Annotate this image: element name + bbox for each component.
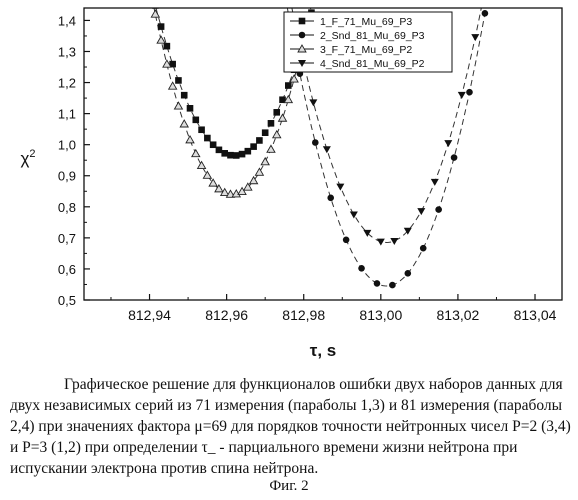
y-tick-label: 0,6: [58, 262, 76, 277]
y-tick-label: 1,2: [58, 76, 76, 91]
data-point: [198, 126, 205, 133]
data-point: [377, 239, 385, 246]
data-point: [323, 146, 331, 153]
data-point: [435, 206, 442, 213]
data-point: [181, 92, 188, 99]
data-point: [267, 145, 275, 152]
data-point: [250, 143, 257, 150]
data-point: [192, 117, 199, 124]
data-point: [451, 154, 458, 161]
y-tick-label: 1,0: [58, 138, 76, 153]
data-point: [273, 131, 281, 138]
data-point: [309, 99, 317, 106]
y-axis-label: χ2: [20, 148, 35, 168]
data-point: [390, 238, 398, 245]
legend-label: 3_F_71_Mu_69_P2: [320, 44, 412, 56]
data-point: [239, 151, 246, 158]
data-point: [268, 120, 275, 127]
data-point: [198, 162, 206, 169]
x-tick-label: 813,02: [437, 307, 480, 323]
data-point: [164, 43, 171, 50]
data-point: [227, 152, 234, 159]
data-point: [374, 280, 381, 287]
legend-label: 4_Snd_81_Mu_69_P2: [320, 58, 425, 70]
legend-label: 1_F_71_Mu_69_P3: [320, 16, 412, 28]
data-point: [458, 92, 466, 99]
data-point: [358, 265, 365, 272]
data-point: [444, 140, 452, 147]
figure-caption: Графическое решение для функционалов оши…: [10, 374, 572, 479]
legend-marker: [299, 32, 306, 39]
data-point: [466, 89, 473, 96]
data-point: [273, 109, 280, 116]
data-point: [250, 177, 258, 184]
x-tick-label: 812,94: [128, 307, 171, 323]
data-point: [285, 82, 292, 89]
data-point: [417, 208, 425, 215]
data-point: [312, 139, 319, 146]
data-point: [307, 1, 315, 8]
data-point: [350, 211, 358, 218]
data-point: [431, 179, 439, 186]
x-tick-label: 812,96: [205, 307, 248, 323]
y-tick-label: 1,4: [58, 13, 76, 28]
data-point: [256, 137, 263, 144]
data-point: [482, 10, 489, 17]
figure-label: Фиг. 2: [0, 478, 578, 495]
y-tick-label: 0,9: [58, 169, 76, 184]
data-point: [255, 168, 263, 175]
y-tick-label: 1,3: [58, 44, 76, 59]
data-point: [389, 282, 396, 289]
x-axis-label: τ, s: [310, 341, 337, 360]
data-point: [420, 245, 427, 252]
y-tick-label: 0,8: [58, 200, 76, 215]
data-point: [327, 195, 334, 202]
data-point: [221, 150, 228, 157]
data-point: [405, 270, 412, 277]
data-point: [343, 236, 350, 243]
data-point: [204, 135, 211, 142]
chi-squared-chart: 0,5 0,6 0,7 0,8 0,9 1,0 1,1 1,2 1,3 1,4 812,94 812…: [0, 0, 578, 380]
chart-legend: 1_F_71_Mu_69_P3 2_Snd_81_Mu_69_P3 3_F_71_M…: [284, 12, 452, 72]
x-tick-label: 813,04: [514, 307, 557, 323]
data-point: [174, 102, 182, 109]
data-point: [471, 34, 479, 41]
x-tick-label: 812,98: [282, 307, 325, 323]
data-point: [261, 158, 269, 165]
data-point: [210, 141, 217, 148]
data-point: [151, 10, 159, 17]
y-tick-label: 1,1: [58, 107, 76, 122]
data-point: [187, 105, 194, 112]
data-point: [175, 77, 182, 84]
y-tick-label: 0,5: [58, 293, 76, 308]
data-point: [245, 148, 252, 155]
data-point: [262, 129, 269, 136]
legend-label: 2_Snd_81_Mu_69_P3: [320, 30, 425, 42]
y-tick-label: 0,7: [58, 231, 76, 246]
data-point: [158, 23, 165, 30]
data-point: [233, 152, 240, 159]
data-point: [336, 184, 344, 191]
data-point: [180, 120, 188, 127]
data-point: [186, 136, 194, 143]
data-point: [192, 150, 200, 157]
data-point: [203, 171, 211, 178]
data-point: [216, 147, 223, 154]
x-tick-label: 813,00: [359, 307, 402, 323]
legend-marker: [299, 18, 306, 25]
